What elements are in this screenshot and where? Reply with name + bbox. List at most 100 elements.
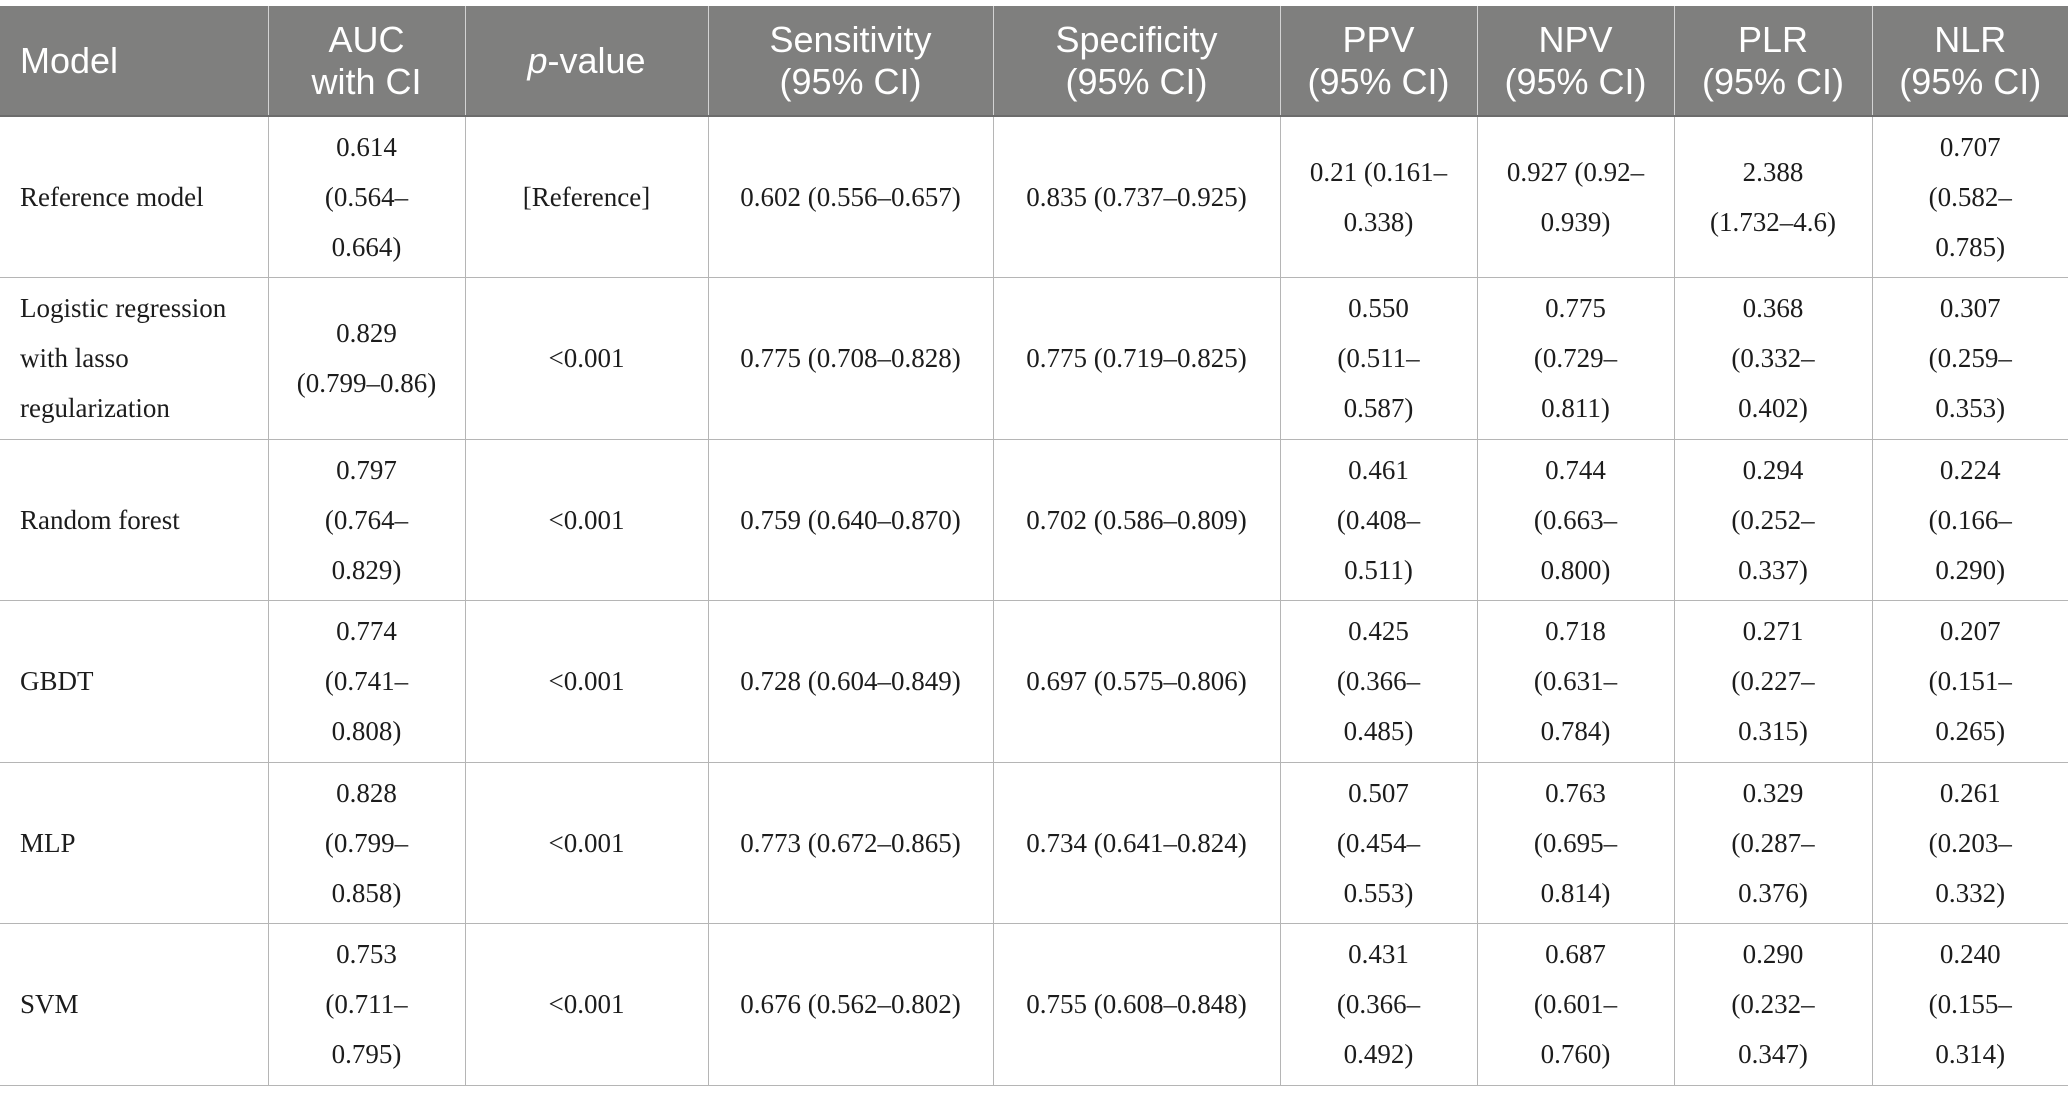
plr-cell-line: 0.402) xyxy=(1738,393,1808,424)
p-value-cell: <0.001 xyxy=(465,923,709,1086)
npv-cell-line: 0.760) xyxy=(1540,1039,1611,1070)
header-row: Model AUC with CI p-value Sensitivity (95% CI… xyxy=(0,6,2068,117)
npv-cell-line: (0.631– xyxy=(1533,666,1618,697)
auc-cell-line: 0.774 xyxy=(336,616,397,647)
npv-cell-line: (0.729– xyxy=(1533,343,1618,374)
nlr-cell-line: 0.207 xyxy=(1939,616,2001,647)
p-value-cell: <0.001 xyxy=(465,762,709,924)
header-specificity-line: (95% CI) xyxy=(1065,60,1208,102)
model-cell-line: with lasso xyxy=(20,343,129,374)
model-cell: SVM xyxy=(0,923,269,1086)
model-cell: Random forest xyxy=(0,439,269,601)
header-plr-line: (95% CI) xyxy=(1701,60,1845,102)
npv-cell-line: 0.800) xyxy=(1540,554,1611,585)
model-cell-line: GBDT xyxy=(20,666,94,697)
model-cell-line: SVM xyxy=(20,989,79,1020)
p-value-cell: <0.001 xyxy=(465,277,709,440)
auc-cell: 0.774 (0.741– 0.808) xyxy=(268,600,466,763)
npv-cell-line: 0.687 xyxy=(1545,939,1606,970)
ppv-cell-line: 0.431 xyxy=(1348,939,1409,970)
nlr-cell-line: (0.151– xyxy=(1928,666,2012,697)
ppv-cell-line: 0.21 (0.161– xyxy=(1309,157,1448,187)
nlr-cell-line: (0.203– xyxy=(1928,827,2012,858)
table-body: Reference model 0.614 (0.564– 0.664) [Refere… xyxy=(0,116,2068,1086)
header-sensitivity-line: Sensitivity xyxy=(769,18,932,60)
ppv-cell-line: 0.425 xyxy=(1348,616,1409,647)
auc-cell-line: (0.764– xyxy=(324,504,409,535)
plr-cell-line: 2.388 xyxy=(1742,157,1804,187)
sensitivity-cell: 0.602 (0.556–0.657) xyxy=(708,116,994,278)
nlr-cell: 0.224 (0.166– 0.290) xyxy=(1872,439,2068,601)
auc-cell: 0.797 (0.764– 0.829) xyxy=(268,439,466,601)
model-cell-line: regularization xyxy=(20,393,170,424)
header-plr: PLR (95% CI) xyxy=(1674,6,1873,117)
header-p-italic: p xyxy=(527,39,548,81)
header-p-value-line: p-value xyxy=(472,40,702,82)
auc-cell-line: 0.828 xyxy=(336,777,397,808)
ppv-cell-line: (0.366– xyxy=(1336,666,1421,697)
header-ppv-line: (95% CI) xyxy=(1307,60,1450,102)
ppv-cell-line: 0.587) xyxy=(1343,393,1414,424)
table-header: Model AUC with CI p-value Sensitivity (95% CI… xyxy=(0,6,2068,117)
specificity-cell-line: 0.734 (0.641–0.824) xyxy=(1026,827,1247,858)
header-auc-line: with CI xyxy=(311,60,422,102)
sensitivity-cell: 0.676 (0.562–0.802) xyxy=(708,923,994,1086)
plr-cell: 0.329 (0.287– 0.376) xyxy=(1674,762,1873,924)
plr-cell-line: 0.294 xyxy=(1742,454,1804,485)
header-nlr-line: (95% CI) xyxy=(1899,60,2042,102)
plr-cell: 0.271 (0.227– 0.315) xyxy=(1674,600,1873,763)
specificity-cell-line: 0.755 (0.608–0.848) xyxy=(1026,989,1247,1020)
ppv-cell-line: 0.553) xyxy=(1343,877,1414,908)
specificity-cell: 0.755 (0.608–0.848) xyxy=(993,923,1281,1086)
model-cell: Logistic regression with lasso regularizat… xyxy=(0,277,269,440)
nlr-cell-line: 0.240 xyxy=(1939,939,2001,970)
nlr-cell-line: (0.155– xyxy=(1928,989,2012,1020)
model-cell-line: Random forest xyxy=(20,504,180,535)
sensitivity-cell-line: 0.676 (0.562–0.802) xyxy=(740,989,961,1020)
specificity-cell-line: 0.702 (0.586–0.809) xyxy=(1026,504,1247,535)
npv-cell: 0.687 (0.601– 0.760) xyxy=(1477,923,1675,1086)
specificity-cell: 0.734 (0.641–0.824) xyxy=(993,762,1281,924)
header-auc-line: AUC xyxy=(328,18,405,60)
nlr-cell-line: 0.290) xyxy=(1935,554,2006,585)
nlr-cell-line: 0.785) xyxy=(1935,232,2006,262)
plr-cell: 0.368 (0.332– 0.402) xyxy=(1674,277,1873,440)
header-auc: AUC with CI xyxy=(268,6,466,117)
npv-cell-line: 0.744 xyxy=(1545,454,1606,485)
auc-cell-line: (0.741– xyxy=(324,666,409,697)
npv-cell-line: (0.663– xyxy=(1533,504,1618,535)
header-npv-line: (95% CI) xyxy=(1504,60,1647,102)
auc-cell: 0.828 (0.799– 0.858) xyxy=(268,762,466,924)
plr-cell-line: (0.332– xyxy=(1731,343,1815,374)
nlr-cell-line: (0.582– xyxy=(1928,182,2012,212)
plr-cell-line: 0.376) xyxy=(1738,877,1808,908)
ppv-cell: 0.21 (0.161– 0.338) xyxy=(1280,116,1478,278)
ppv-cell-line: 0.492) xyxy=(1343,1039,1414,1070)
plr-cell-line: 0.368 xyxy=(1742,293,1804,324)
table-row: Reference model 0.614 (0.564– 0.664) [Refere… xyxy=(0,116,2068,278)
npv-cell-line: 0.763 xyxy=(1545,777,1606,808)
auc-cell: 0.753 (0.711– 0.795) xyxy=(268,923,466,1086)
nlr-cell-line: 0.261 xyxy=(1939,777,2001,808)
auc-cell-line: 0.753 xyxy=(336,939,397,970)
header-ppv: PPV (95% CI) xyxy=(1280,6,1478,117)
ppv-cell-line: (0.454– xyxy=(1336,827,1421,858)
plr-cell: 0.294 (0.252– 0.337) xyxy=(1674,439,1873,601)
model-cell-line: Reference model xyxy=(20,182,204,212)
header-model-line: Model xyxy=(20,39,119,81)
nlr-cell: 0.707 (0.582– 0.785) xyxy=(1872,116,2068,278)
plr-cell-line: 0.337) xyxy=(1738,554,1808,585)
nlr-cell-line: 0.707 xyxy=(1939,132,2001,162)
ppv-cell-line: (0.511– xyxy=(1337,343,1420,374)
npv-cell-line: (0.695– xyxy=(1533,827,1618,858)
nlr-cell-line: 0.307 xyxy=(1939,293,2001,324)
plr-cell: 2.388 (1.732–4.6) xyxy=(1674,116,1873,278)
auc-cell: 0.614 (0.564– 0.664) xyxy=(268,116,466,278)
npv-cell-line: 0.927 (0.92– xyxy=(1506,157,1645,187)
npv-cell-line: 0.775 xyxy=(1545,293,1606,324)
sensitivity-cell-line: 0.773 (0.672–0.865) xyxy=(740,827,961,858)
specificity-cell: 0.702 (0.586–0.809) xyxy=(993,439,1281,601)
ppv-cell-line: 0.338) xyxy=(1343,207,1414,237)
nlr-cell-line: 0.314) xyxy=(1935,1039,2006,1070)
ppv-cell: 0.507 (0.454– 0.553) xyxy=(1280,762,1478,924)
